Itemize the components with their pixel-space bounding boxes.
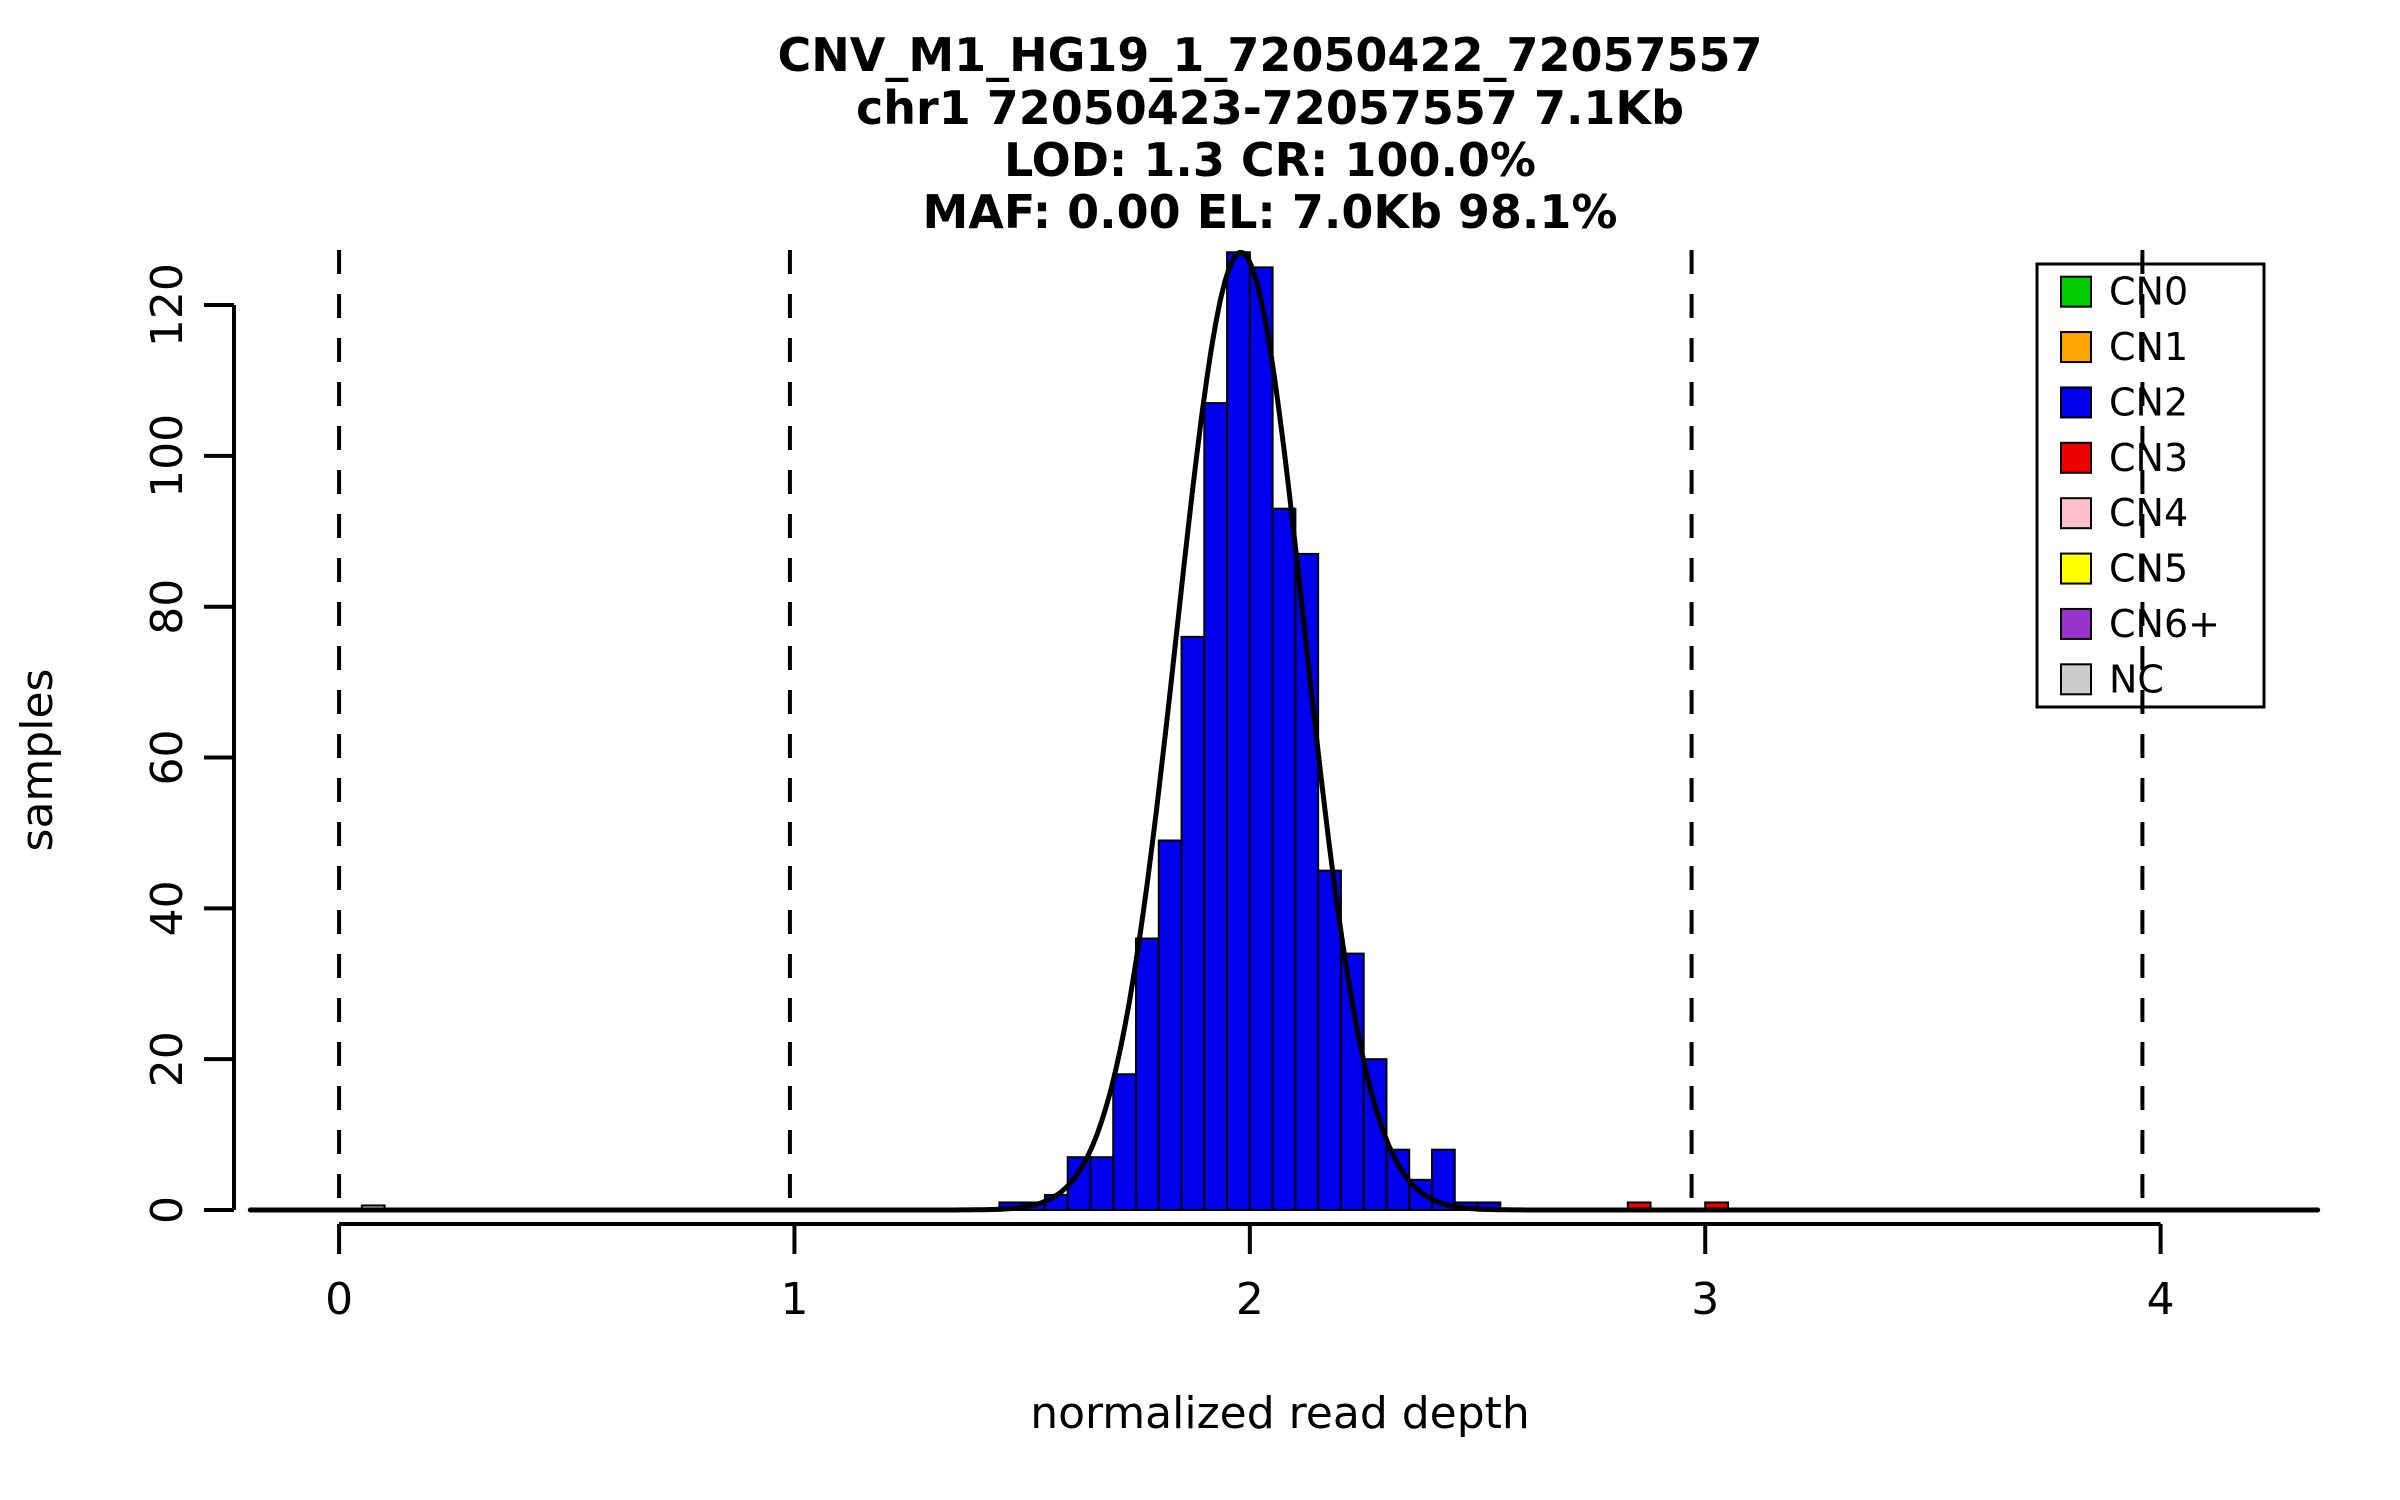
title-line-1: CNV_M1_HG19_1_72050422_72057557 [777, 28, 1762, 82]
legend-label-NC: NC [2109, 657, 2164, 701]
y-tick-label: 0 [142, 1196, 193, 1224]
legend-box [2035, 262, 2266, 709]
legend-swatch-NC [2060, 663, 2092, 696]
legend-label-CN6+: CN6+ [2109, 602, 2220, 646]
x-tick-label: 1 [780, 1274, 808, 1325]
y-tick-label: 60 [142, 730, 193, 786]
y-tick-label: 100 [142, 414, 193, 498]
x-tick-label: 3 [1691, 1274, 1719, 1325]
legend-swatch-CN2 [2060, 386, 2092, 419]
legend-label-CN5: CN5 [2109, 547, 2188, 591]
title-line-2: chr1 72050423-72057557 7.1Kb [856, 81, 1684, 135]
y-tick-label: 120 [142, 263, 193, 347]
histogram-bar-CN2 [1431, 1148, 1456, 1211]
legend-label-CN3: CN3 [2109, 436, 2188, 480]
legend-label-CN0: CN0 [2109, 270, 2188, 314]
legend-swatch-CN3 [2060, 441, 2092, 474]
title-line-3: LOD: 1.3 CR: 100.0% [1004, 133, 1536, 187]
legend-swatch-CN1 [2060, 331, 2092, 364]
histogram-bar-CN2 [1112, 1073, 1137, 1212]
histogram-bar-CN2 [1248, 266, 1274, 1211]
y-tick-label: 20 [142, 1031, 193, 1087]
y-tick-label: 80 [142, 579, 193, 635]
title-line-4: MAF: 0.00 EL: 7.0Kb 98.1% [922, 185, 1617, 239]
x-tick-label: 4 [2147, 1274, 2175, 1325]
legend-swatch-CN0 [2060, 275, 2092, 308]
histogram-bar-CN2 [1089, 1156, 1115, 1211]
legend-label-CN4: CN4 [2109, 491, 2188, 535]
x-axis-label: normalized read depth [1030, 1388, 1530, 1439]
legend-swatch-CN5 [2060, 552, 2092, 585]
legend-label-CN1: CN1 [2109, 325, 2188, 369]
histogram-bar-CN2 [1135, 937, 1160, 1211]
histogram-bar-CN2 [1180, 635, 1206, 1211]
y-tick-label: 40 [142, 880, 193, 936]
histogram-bar-CN2 [1226, 251, 1251, 1211]
fit-curve [247, 250, 2321, 1213]
x-tick-label: 2 [1236, 1274, 1264, 1325]
legend-swatch-CN6+ [2060, 607, 2092, 640]
histogram-bar-CN2 [1203, 402, 1229, 1211]
legend-swatch-CN4 [2060, 497, 2092, 530]
x-tick-label: 0 [325, 1274, 353, 1325]
histogram-bar-CN2 [1157, 839, 1183, 1211]
histogram-bar-CN2 [1271, 507, 1297, 1212]
legend-label-CN2: CN2 [2109, 380, 2188, 424]
y-axis-label: samples [12, 669, 63, 852]
